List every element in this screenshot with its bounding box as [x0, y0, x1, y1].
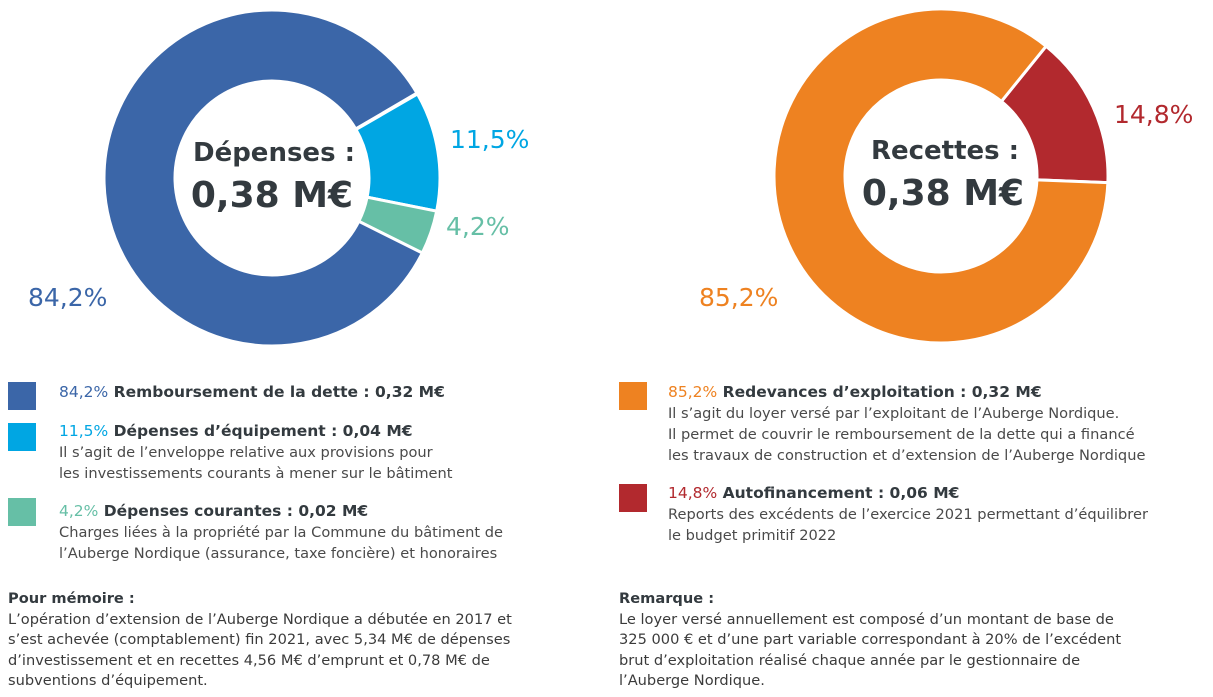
legend-heading: 85,2% Redevances d’exploitation : 0,32 M…: [668, 382, 1145, 403]
legend-description-line: le budget primitif 2022: [668, 527, 837, 544]
legend-label: Dépenses d’équipement : 0,04 M€: [113, 422, 413, 440]
legend-label: Autofinancement : 0,06 M€: [722, 484, 960, 502]
note-line: 325 000 € et d’une part variable corresp…: [619, 631, 1122, 648]
depenses-total: 0,38 M€: [191, 175, 353, 216]
recettes-donut: [772, 7, 1110, 345]
legend-swatch: [8, 382, 36, 410]
legend-percent: 11,5%: [59, 422, 109, 440]
pct-label-autofinancement: 14,8%: [1114, 100, 1193, 129]
legend-percent: 84,2%: [59, 383, 109, 401]
legend-heading: 84,2% Remboursement de la dette : 0,32 M…: [59, 383, 445, 401]
donut-charts: Dépenses : 0,38 M€ Recettes : 0,38 M€ 84…: [28, 7, 1193, 348]
note-pour-memoire: Pour mémoire : L’opération d’extension d…: [8, 589, 512, 692]
legend-swatch: [8, 423, 36, 451]
pct-label-courantes: 4,2%: [446, 212, 510, 241]
recettes-total: 0,38 M€: [862, 173, 1024, 214]
legend-description-line: Il permet de couvrir le remboursement de…: [668, 426, 1135, 443]
legend-description-line: Il s’agit de l’enveloppe relative aux pr…: [59, 444, 433, 461]
legend-swatch: [619, 382, 647, 410]
legend-label: Dépenses courantes : 0,02 M€: [103, 502, 369, 520]
note-line: s’est achevée (comptablement) fin 2021, …: [8, 631, 511, 648]
donut-slice-redevances-d-exploitation: [772, 7, 1110, 345]
note-line: L’opération d’extension de l’Auberge Nor…: [8, 610, 512, 628]
donut-slice-remboursement-de-la-dette: [102, 8, 425, 348]
legend-heading: 14,8% Autofinancement : 0,06 M€: [668, 483, 1148, 504]
legend-description-line: l’Auberge Nordique (assurance, taxe fonc…: [59, 545, 498, 562]
note-line: d’investissement et en recettes 4,56 M€ …: [8, 651, 490, 669]
legend-description-line: les travaux de construction et d’extensi…: [668, 447, 1146, 464]
legend-percent: 14,8%: [668, 484, 718, 502]
legend-label: Remboursement de la dette : 0,32 M€: [113, 383, 445, 401]
note-line: brut d’exploitation réalisé chaque année…: [619, 651, 1081, 669]
legend-description-line: Charges liées à la propriété par la Comm…: [59, 524, 503, 541]
note-line: l’Auberge Nordique.: [619, 672, 765, 689]
pct-label-remboursement: 84,2%: [28, 283, 107, 312]
recettes-title: Recettes :: [871, 136, 1019, 166]
legend-swatch: [619, 484, 647, 512]
pct-label-redevances: 85,2%: [699, 283, 778, 312]
legend-heading: 4,2% Dépenses courantes : 0,02 M€: [59, 501, 503, 522]
legend-heading: 11,5% Dépenses d’équipement : 0,04 M€: [59, 421, 452, 442]
legend-description-line: les investissements courants à mener sur…: [59, 465, 453, 482]
pct-label-equipement: 11,5%: [450, 125, 529, 154]
legend-description-line: Reports des excédents de l’exercice 2021…: [668, 506, 1148, 523]
note-title: Pour mémoire :: [8, 590, 135, 607]
legend-percent: 85,2%: [668, 383, 718, 401]
note-line: subventions d’équipement.: [8, 672, 208, 689]
legend-label: Redevances d’exploitation : 0,32 M€: [722, 383, 1042, 401]
legend-swatch: [8, 498, 36, 526]
note-remarque: Remarque : Le loyer versé annuellement e…: [619, 589, 1121, 692]
legend-percent: 4,2%: [59, 502, 99, 520]
note-title: Remarque :: [619, 590, 715, 607]
legend-description-line: Il s’agit du loyer versé par l’exploitan…: [668, 405, 1120, 422]
depenses-title: Dépenses :: [193, 138, 355, 168]
depenses-donut: [102, 8, 442, 348]
note-line: Le loyer versé annuellement est composé …: [619, 610, 1114, 628]
